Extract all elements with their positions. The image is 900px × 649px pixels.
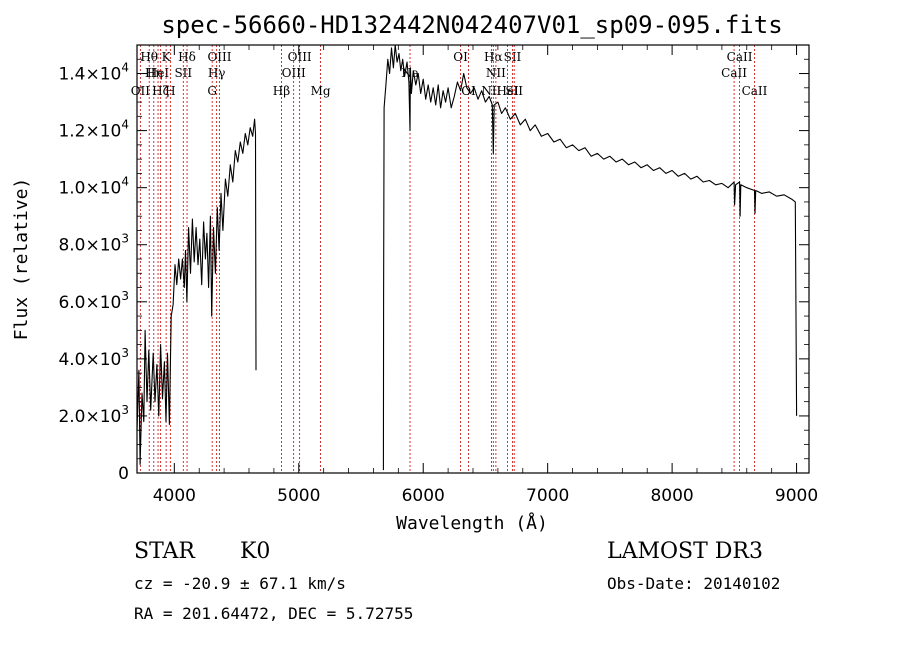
spectral-line-label: Hζ: [152, 84, 169, 98]
spectral-line-label: Hγ: [208, 66, 226, 80]
spectral-line-label: CaII: [742, 84, 768, 98]
axes: 4000 5000 6000 7000 8000 9000 0 2.0×103 4.0×103 6…: [58, 45, 818, 506]
spectrum-series: [136, 44, 798, 471]
spectral-line-label: G: [207, 84, 217, 98]
coordinates: RA = 201.64472, DEC = 5.72755: [134, 604, 414, 623]
spectral-line-label: HeI: [496, 84, 519, 98]
x-tick-label: 4000: [153, 486, 196, 506]
spectral-line-label: CaII: [721, 66, 747, 80]
y-tick-label: 1.2×104: [58, 118, 129, 142]
y-tick-label: 0: [118, 464, 129, 484]
spectral-line-label: SII: [505, 84, 523, 98]
x-tick-label: 6000: [402, 486, 445, 506]
y-tick-label: 8.0×103: [58, 232, 129, 256]
x-tick-label: 8000: [650, 486, 693, 506]
spectral-line-label: Hα: [484, 50, 503, 64]
y-tick-label: 1.4×104: [58, 61, 129, 85]
spectral-line-markers: OIIHθHηHeIHζKHSIIHδGHγOIIIHβOIIIOIIIMgNa…: [131, 45, 768, 473]
y-axis-label: Flux (relative): [11, 178, 32, 341]
spectral-line-label: Hδ: [178, 50, 196, 64]
spectral-line-label: H: [165, 84, 175, 98]
spectrum-line: [382, 44, 798, 471]
spectral-line-label: SII: [504, 50, 522, 64]
spectrum-line: [136, 118, 257, 465]
x-axis-label: Wavelength (Å): [396, 512, 548, 534]
object-subclass: K0: [240, 539, 271, 564]
y-tick-label: 1.0×104: [58, 175, 129, 199]
spectral-line-label: HeI: [147, 66, 170, 80]
spectral-line-label: SII: [174, 66, 192, 80]
spectral-line-label: NII: [481, 84, 501, 98]
y-tick-label: 6.0×103: [58, 289, 129, 313]
chart-title: spec-56660-HD132442N042407V01_sp09-095.f…: [161, 11, 782, 39]
x-tick-label: 9000: [775, 486, 818, 506]
x-tick-label: 5000: [277, 486, 320, 506]
spectral-line-label: OIII: [282, 66, 306, 80]
plot-frame: [136, 44, 810, 474]
spectral-line-label: OIII: [288, 50, 312, 64]
spectral-line-label: OIII: [207, 50, 231, 64]
spectral-line-label: K: [162, 50, 172, 64]
redshift-velocity: cz = -20.9 ± 67.1 km/s: [134, 574, 346, 593]
x-tick-label: 7000: [526, 486, 569, 506]
spectral-line-label: OI: [453, 50, 468, 64]
spectral-line-label: CaII: [727, 50, 753, 64]
observation-date: Obs-Date: 20140102: [607, 574, 781, 593]
y-tick-label: 2.0×103: [58, 403, 129, 427]
spectral-line-label: Mg: [311, 84, 331, 98]
spectral-line-label: OII: [131, 84, 151, 98]
object-class: STAR: [134, 539, 195, 564]
spectral-line-label: Hβ: [273, 84, 290, 98]
y-tick-label: 4.0×103: [58, 346, 129, 370]
spectral-line-label: NII: [486, 66, 506, 80]
survey-name: LAMOST DR3: [607, 539, 763, 564]
spectral-line-label: Hθ: [140, 50, 158, 64]
